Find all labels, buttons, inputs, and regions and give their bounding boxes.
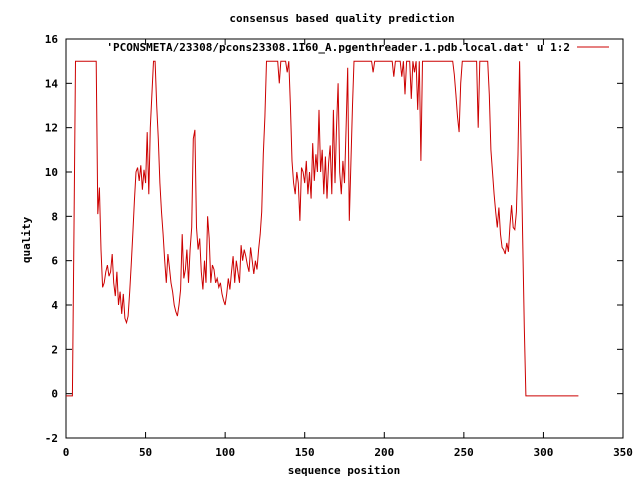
x-tick-label: 50 bbox=[139, 446, 152, 459]
x-tick-label: 150 bbox=[295, 446, 315, 459]
x-axis: 0 50 100 150 200 250 300 350 bbox=[63, 39, 633, 459]
y-tick-label: 6 bbox=[51, 255, 58, 268]
y-axis-label: quality bbox=[20, 216, 33, 263]
x-tick-label: 250 bbox=[454, 446, 474, 459]
x-tick-label: 300 bbox=[533, 446, 553, 459]
y-tick-label: -2 bbox=[45, 432, 58, 445]
series-line bbox=[66, 60, 579, 397]
y-tick-label: 2 bbox=[51, 343, 58, 356]
x-axis-label: sequence position bbox=[288, 464, 401, 477]
y-tick-label: 14 bbox=[45, 77, 59, 90]
y-tick-label: 12 bbox=[45, 122, 58, 135]
legend: 'PCONSMETA/23308/pcons23308.1I60_A.pgent… bbox=[106, 41, 609, 54]
plot-frame bbox=[65, 38, 624, 439]
y-tick-label: 4 bbox=[51, 299, 58, 312]
y-tick-label: 8 bbox=[51, 210, 58, 223]
x-tick-label: 100 bbox=[215, 446, 235, 459]
x-tick-label: 350 bbox=[613, 446, 633, 459]
y-tick-label: 16 bbox=[45, 33, 59, 46]
chart-title: consensus based quality prediction bbox=[229, 12, 454, 25]
series-group bbox=[66, 60, 579, 397]
legend-label: 'PCONSMETA/23308/pcons23308.1I60_A.pgent… bbox=[106, 41, 570, 54]
y-tick-label: 10 bbox=[45, 166, 58, 179]
x-tick-label: 0 bbox=[63, 446, 70, 459]
x-tick-label: 200 bbox=[374, 446, 394, 459]
y-tick-label: 0 bbox=[51, 388, 58, 401]
y-axis: -2 0 2 4 6 8 10 12 14 16 bbox=[45, 33, 623, 445]
